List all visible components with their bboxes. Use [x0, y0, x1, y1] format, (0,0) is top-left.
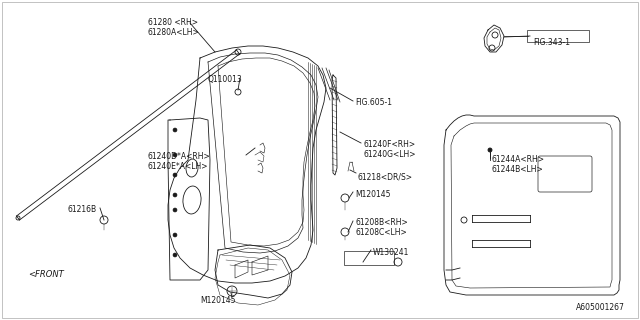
Circle shape — [173, 153, 177, 157]
Text: M120145: M120145 — [200, 296, 236, 305]
Circle shape — [173, 193, 177, 197]
Text: <FRONT: <FRONT — [28, 270, 64, 279]
Text: FIG.605-1: FIG.605-1 — [355, 98, 392, 107]
Text: FIG.343-1: FIG.343-1 — [533, 38, 570, 47]
Circle shape — [173, 173, 177, 177]
Text: 61244A<RH>: 61244A<RH> — [492, 155, 545, 164]
Text: 61216B: 61216B — [68, 205, 97, 214]
Circle shape — [173, 128, 177, 132]
Text: M120145: M120145 — [355, 190, 390, 199]
Circle shape — [488, 148, 492, 152]
Text: Q110013: Q110013 — [208, 75, 243, 84]
Text: 61240D*A<RH>: 61240D*A<RH> — [148, 152, 211, 161]
Text: 61208C<LH>: 61208C<LH> — [355, 228, 407, 237]
Text: 61240F<RH>: 61240F<RH> — [363, 140, 415, 149]
Text: 61280A<LH>: 61280A<LH> — [148, 28, 200, 37]
Text: W130241: W130241 — [373, 248, 410, 257]
Text: 61280 <RH>: 61280 <RH> — [148, 18, 198, 27]
Circle shape — [173, 233, 177, 237]
Text: 61218<DR/S>: 61218<DR/S> — [358, 172, 413, 181]
Text: 61240G<LH>: 61240G<LH> — [363, 150, 415, 159]
Text: 61244B<LH>: 61244B<LH> — [492, 165, 544, 174]
Circle shape — [173, 253, 177, 257]
Circle shape — [173, 208, 177, 212]
Text: A605001267: A605001267 — [576, 303, 625, 312]
Text: 61208B<RH>: 61208B<RH> — [355, 218, 408, 227]
Text: 61240E*A<LH>: 61240E*A<LH> — [148, 162, 209, 171]
